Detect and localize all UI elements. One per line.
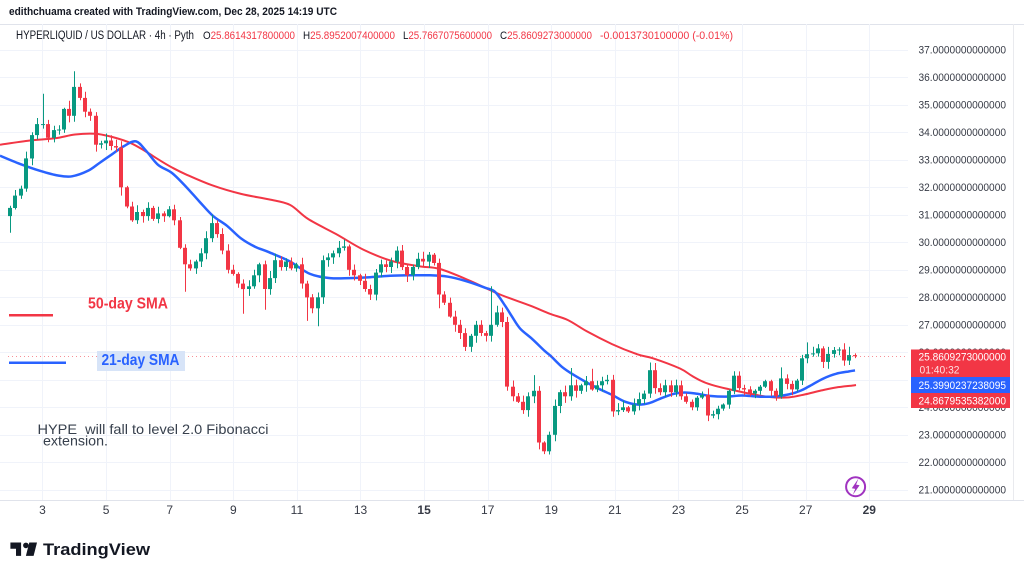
svg-text:36.0000000000000: 36.0000000000000 — [919, 72, 1007, 84]
svg-text:22.0000000000000: 22.0000000000000 — [919, 457, 1007, 469]
svg-text:TradingView: TradingView — [43, 540, 151, 559]
svg-text:29.0000000000000: 29.0000000000000 — [919, 265, 1007, 277]
svg-text:01:40:32: 01:40:32 — [920, 365, 960, 377]
svg-text:25.8609273000000: 25.8609273000000 — [919, 352, 1007, 364]
svg-text:23: 23 — [672, 503, 686, 517]
svg-text:34.0000000000000: 34.0000000000000 — [919, 127, 1007, 139]
svg-text:17: 17 — [481, 503, 495, 517]
svg-text:33.0000000000000: 33.0000000000000 — [919, 155, 1007, 167]
svg-text:9: 9 — [230, 503, 237, 517]
svg-text:21: 21 — [608, 503, 622, 517]
svg-text:HYPE will fall to level 2.0 F: HYPE will fall to level 2.0 Fibonacci — [38, 421, 269, 437]
svg-text:21-day SMA: 21-day SMA — [102, 352, 180, 369]
svg-text:25.3990237238095: 25.3990237238095 — [919, 380, 1007, 392]
svg-text:H25.8952007400000: H25.8952007400000 — [303, 30, 395, 42]
svg-text:19: 19 — [545, 503, 559, 517]
svg-text:13: 13 — [354, 503, 368, 517]
svg-text:23.0000000000000: 23.0000000000000 — [919, 430, 1007, 442]
svg-text:7: 7 — [166, 503, 173, 517]
svg-text:31.0000000000000: 31.0000000000000 — [919, 210, 1007, 222]
svg-text:29: 29 — [863, 503, 877, 517]
svg-text:3: 3 — [39, 503, 46, 517]
svg-text:extension.: extension. — [43, 433, 108, 449]
svg-text:O25.8614317800000: O25.8614317800000 — [203, 30, 295, 42]
svg-text:edithchuama created with Tradi: edithchuama created with TradingView.com… — [9, 6, 337, 18]
svg-text:50-day SMA: 50-day SMA — [88, 296, 168, 313]
svg-text:HYPERLIQUID / US DOLLAR · 4h ·: HYPERLIQUID / US DOLLAR · 4h · Pyth — [16, 30, 194, 42]
svg-text:15: 15 — [417, 503, 431, 517]
svg-text:C25.8609273000000: C25.8609273000000 — [500, 30, 592, 42]
svg-text:28.0000000000000: 28.0000000000000 — [919, 292, 1007, 304]
svg-text:-0.0013730100000 (-0.01%): -0.0013730100000 (-0.01%) — [600, 30, 733, 42]
svg-text:11: 11 — [291, 503, 304, 517]
svg-text:27.0000000000000: 27.0000000000000 — [919, 320, 1007, 332]
svg-text:37.0000000000000: 37.0000000000000 — [919, 45, 1007, 57]
svg-text:32.0000000000000: 32.0000000000000 — [919, 182, 1007, 194]
svg-text:L25.7667075600000: L25.7667075600000 — [403, 30, 492, 42]
svg-text:24.8679535382000: 24.8679535382000 — [919, 395, 1007, 407]
svg-text:27: 27 — [799, 503, 813, 517]
svg-text:35.0000000000000: 35.0000000000000 — [919, 100, 1007, 112]
svg-text:21.0000000000000: 21.0000000000000 — [919, 485, 1007, 497]
svg-text:5: 5 — [103, 503, 110, 517]
svg-text:25: 25 — [735, 503, 749, 517]
svg-text:30.0000000000000: 30.0000000000000 — [919, 237, 1007, 249]
